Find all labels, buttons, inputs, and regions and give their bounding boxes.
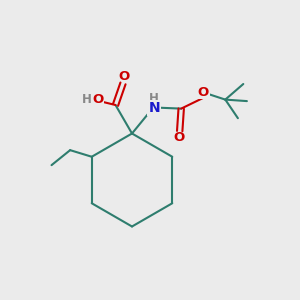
Text: H: H [149,92,159,105]
Text: O: O [173,131,185,144]
Text: O: O [118,70,129,83]
Text: O: O [198,85,209,99]
Text: O: O [92,93,103,106]
Text: N: N [148,101,160,115]
Text: H: H [82,93,92,106]
